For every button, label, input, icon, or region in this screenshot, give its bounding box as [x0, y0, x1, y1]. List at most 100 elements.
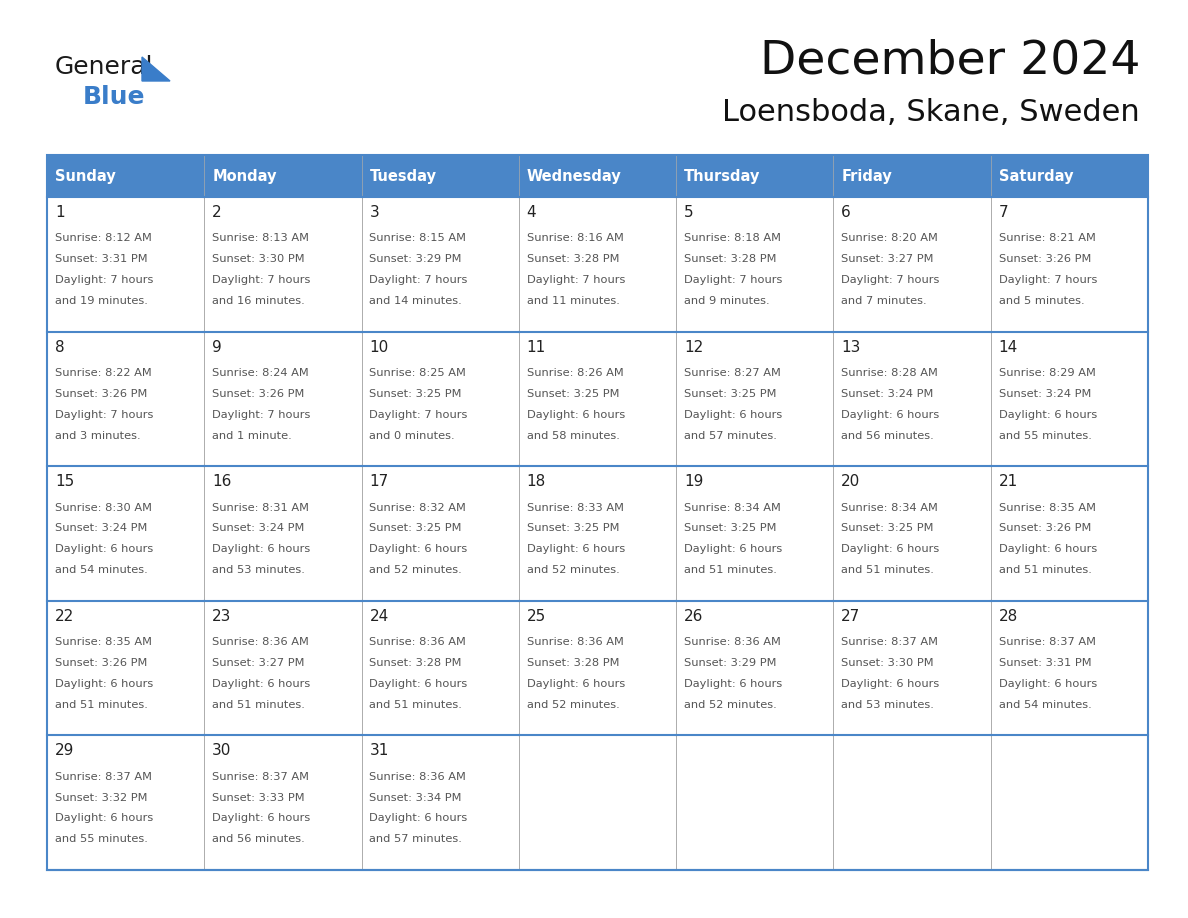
Text: Sunrise: 8:37 AM: Sunrise: 8:37 AM	[213, 772, 309, 782]
Text: Sunrise: 8:36 AM: Sunrise: 8:36 AM	[684, 637, 781, 647]
Text: Sunrise: 8:12 AM: Sunrise: 8:12 AM	[55, 233, 152, 243]
Text: and 52 minutes.: and 52 minutes.	[526, 700, 619, 710]
Text: Daylight: 6 hours: Daylight: 6 hours	[684, 409, 782, 420]
Bar	[204, 331, 361, 466]
Text: and 16 minutes.: and 16 minutes.	[213, 296, 305, 306]
Bar	[676, 331, 834, 466]
Text: 13: 13	[841, 340, 860, 354]
Text: and 3 minutes.: and 3 minutes.	[55, 431, 140, 441]
Bar	[834, 155, 991, 197]
Text: Sunset: 3:32 PM: Sunset: 3:32 PM	[55, 792, 147, 802]
Text: and 19 minutes.: and 19 minutes.	[55, 296, 147, 306]
Text: Loensboda, Skane, Sweden: Loensboda, Skane, Sweden	[722, 98, 1140, 127]
Text: December 2024: December 2024	[759, 38, 1140, 83]
Text: Sunrise: 8:36 AM: Sunrise: 8:36 AM	[526, 637, 624, 647]
Text: Saturday: Saturday	[999, 169, 1073, 184]
Bar	[676, 600, 834, 735]
Text: Sunrise: 8:35 AM: Sunrise: 8:35 AM	[999, 502, 1095, 512]
Text: Sunrise: 8:34 AM: Sunrise: 8:34 AM	[684, 502, 781, 512]
Text: and 57 minutes.: and 57 minutes.	[369, 834, 462, 845]
Text: Sunrise: 8:22 AM: Sunrise: 8:22 AM	[55, 368, 152, 378]
Text: Sunrise: 8:32 AM: Sunrise: 8:32 AM	[369, 502, 467, 512]
Bar	[204, 735, 361, 870]
Text: 29: 29	[55, 744, 74, 758]
Text: and 51 minutes.: and 51 minutes.	[684, 565, 777, 576]
Text: Sunrise: 8:31 AM: Sunrise: 8:31 AM	[213, 502, 309, 512]
Text: Sunrise: 8:24 AM: Sunrise: 8:24 AM	[213, 368, 309, 378]
Text: Sunset: 3:28 PM: Sunset: 3:28 PM	[526, 254, 619, 264]
Text: and 58 minutes.: and 58 minutes.	[526, 431, 620, 441]
Text: Sunset: 3:24 PM: Sunset: 3:24 PM	[999, 389, 1091, 398]
Text: Daylight: 7 hours: Daylight: 7 hours	[841, 275, 940, 285]
Text: Daylight: 6 hours: Daylight: 6 hours	[526, 544, 625, 554]
Text: Daylight: 6 hours: Daylight: 6 hours	[369, 544, 468, 554]
Text: Daylight: 6 hours: Daylight: 6 hours	[369, 813, 468, 823]
Bar	[204, 155, 361, 197]
Bar	[361, 331, 519, 466]
Text: Sunrise: 8:30 AM: Sunrise: 8:30 AM	[55, 502, 152, 512]
Text: Sunset: 3:26 PM: Sunset: 3:26 PM	[55, 389, 147, 398]
Bar	[48, 600, 204, 735]
Text: Sunset: 3:25 PM: Sunset: 3:25 PM	[841, 523, 934, 533]
Text: Daylight: 7 hours: Daylight: 7 hours	[526, 275, 625, 285]
Bar	[519, 466, 676, 600]
Text: Sunset: 3:25 PM: Sunset: 3:25 PM	[526, 523, 619, 533]
Text: Sunset: 3:30 PM: Sunset: 3:30 PM	[841, 658, 934, 668]
Text: and 1 minute.: and 1 minute.	[213, 431, 292, 441]
Bar	[519, 735, 676, 870]
Bar	[48, 155, 1148, 870]
Text: 31: 31	[369, 744, 388, 758]
Text: Sunset: 3:28 PM: Sunset: 3:28 PM	[684, 254, 777, 264]
Text: Daylight: 7 hours: Daylight: 7 hours	[55, 409, 153, 420]
Text: and 14 minutes.: and 14 minutes.	[369, 296, 462, 306]
Text: 23: 23	[213, 609, 232, 624]
Text: and 51 minutes.: and 51 minutes.	[213, 700, 305, 710]
Text: 8: 8	[55, 340, 64, 354]
Text: and 52 minutes.: and 52 minutes.	[369, 565, 462, 576]
Text: Daylight: 6 hours: Daylight: 6 hours	[213, 544, 310, 554]
Text: 19: 19	[684, 475, 703, 489]
Text: Sunrise: 8:37 AM: Sunrise: 8:37 AM	[841, 637, 939, 647]
Bar	[834, 331, 991, 466]
Text: Sunrise: 8:25 AM: Sunrise: 8:25 AM	[369, 368, 467, 378]
Text: Sunset: 3:24 PM: Sunset: 3:24 PM	[213, 523, 304, 533]
Text: Sunset: 3:25 PM: Sunset: 3:25 PM	[684, 523, 777, 533]
Text: Daylight: 6 hours: Daylight: 6 hours	[841, 679, 940, 688]
Text: Sunset: 3:34 PM: Sunset: 3:34 PM	[369, 792, 462, 802]
Text: and 51 minutes.: and 51 minutes.	[369, 700, 462, 710]
Text: Sunrise: 8:20 AM: Sunrise: 8:20 AM	[841, 233, 939, 243]
Text: 10: 10	[369, 340, 388, 354]
Bar	[834, 600, 991, 735]
Text: and 9 minutes.: and 9 minutes.	[684, 296, 770, 306]
Text: Sunset: 3:26 PM: Sunset: 3:26 PM	[55, 658, 147, 668]
Text: Sunrise: 8:35 AM: Sunrise: 8:35 AM	[55, 637, 152, 647]
Bar	[361, 600, 519, 735]
Bar	[991, 466, 1148, 600]
Text: and 54 minutes.: and 54 minutes.	[999, 700, 1092, 710]
Text: 24: 24	[369, 609, 388, 624]
Polygon shape	[143, 57, 170, 81]
Text: Daylight: 7 hours: Daylight: 7 hours	[369, 409, 468, 420]
Bar	[48, 331, 204, 466]
Text: General: General	[55, 55, 153, 79]
Bar	[991, 331, 1148, 466]
Text: Sunrise: 8:36 AM: Sunrise: 8:36 AM	[213, 637, 309, 647]
Text: Sunset: 3:27 PM: Sunset: 3:27 PM	[841, 254, 934, 264]
Text: Daylight: 6 hours: Daylight: 6 hours	[526, 409, 625, 420]
Text: and 55 minutes.: and 55 minutes.	[999, 431, 1092, 441]
Text: Daylight: 6 hours: Daylight: 6 hours	[999, 409, 1097, 420]
Text: Daylight: 7 hours: Daylight: 7 hours	[213, 409, 310, 420]
Text: Sunset: 3:28 PM: Sunset: 3:28 PM	[526, 658, 619, 668]
Text: Sunset: 3:30 PM: Sunset: 3:30 PM	[213, 254, 305, 264]
Text: and 56 minutes.: and 56 minutes.	[213, 834, 305, 845]
Bar	[991, 197, 1148, 331]
Text: Daylight: 6 hours: Daylight: 6 hours	[999, 544, 1097, 554]
Text: 21: 21	[999, 475, 1018, 489]
Text: Daylight: 6 hours: Daylight: 6 hours	[526, 679, 625, 688]
Text: Daylight: 6 hours: Daylight: 6 hours	[55, 813, 153, 823]
Text: Sunset: 3:29 PM: Sunset: 3:29 PM	[684, 658, 777, 668]
Text: and 52 minutes.: and 52 minutes.	[684, 700, 777, 710]
Text: Friday: Friday	[841, 169, 892, 184]
Text: 3: 3	[369, 205, 379, 220]
Text: Sunrise: 8:36 AM: Sunrise: 8:36 AM	[369, 772, 467, 782]
